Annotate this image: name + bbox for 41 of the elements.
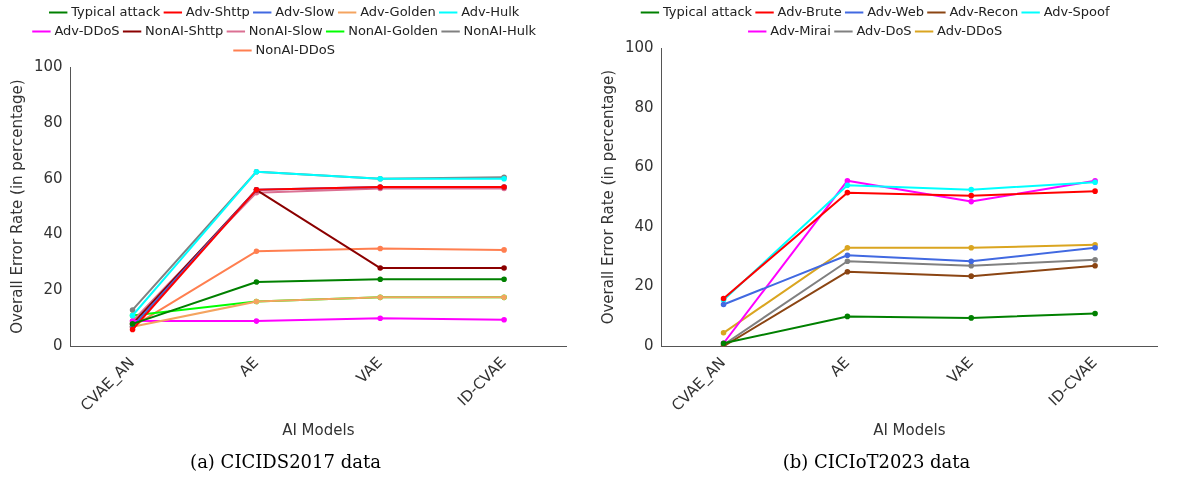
legend-label: Adv-Slow [275, 3, 335, 19]
y-tick-label: 40 [43, 224, 63, 243]
text: (b) CICIoT2023 data [782, 450, 971, 472]
x-tick-label: VAE [352, 353, 386, 387]
legend-label: NonAI-Slow [248, 22, 324, 38]
legend-label: Adv-DDoS [937, 22, 1003, 38]
y-tick-label: 60 [43, 168, 63, 187]
legend-label: Typical attack [70, 3, 161, 19]
x-axis-title: AI Models [873, 421, 946, 440]
legend-label: NonAI-Golden [348, 22, 439, 38]
x-tick-label: VAE [943, 353, 977, 387]
y-tick-label: 80 [43, 112, 63, 131]
y-tick-label: 80 [634, 97, 654, 116]
legend-label: Adv-Recon [949, 3, 1019, 19]
text: (a) CICIDS2017 data [190, 450, 382, 472]
y-tick-label: 20 [43, 280, 63, 299]
y-tick-label: 60 [634, 157, 654, 176]
y-tick-label: 0 [53, 336, 63, 355]
y-axis-title: Overall Error Rate (in percentage) [7, 79, 26, 334]
legend-label: NonAI-DDoS [255, 41, 336, 57]
legend-label: Adv-Brute [777, 3, 842, 19]
y-tick-label: 40 [634, 216, 654, 235]
x-tick-label: AE [235, 353, 262, 381]
legend-label: Adv-Golden [360, 3, 436, 19]
legend-label: NonAI-Hulk [463, 22, 537, 38]
legend-label: Adv-Hulk [461, 3, 520, 19]
legend-label: NonAI-Shttp [145, 22, 224, 38]
y-tick-label: 0 [644, 336, 654, 355]
legend-label: Adv-Spoof [1043, 3, 1111, 19]
y-tick-label: 20 [634, 276, 654, 295]
y-axis-title: Overall Error Rate (in percentage) [598, 69, 617, 325]
x-tick-label: AE [826, 353, 853, 381]
legend-label: Adv-DDoS [54, 22, 120, 38]
y-tick-label: 100 [624, 37, 654, 56]
legend-label: Typical attack [661, 3, 753, 19]
legend-label: Adv-Mirai [770, 22, 831, 38]
legend-label: Adv-DoS [856, 22, 912, 38]
y-tick-label: 100 [33, 56, 63, 75]
legend-label: Adv-Web [867, 3, 924, 19]
legend-label: Adv-Shttp [185, 3, 250, 19]
x-axis-title: AI Models [282, 421, 355, 440]
